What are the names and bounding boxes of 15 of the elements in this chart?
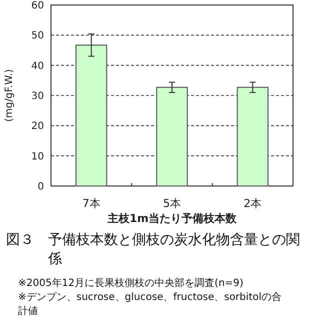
y-axis-title: (mg/gF.W.) (4, 68, 15, 122)
y-tick-label: 20 (31, 121, 44, 132)
y-tick-label: 30 (31, 91, 44, 102)
text: ※デンプン、sucrose、glucose、fructose、sorbitolの合計値 (18, 291, 282, 317)
text: 図３ 予備枝本数と側枝の炭水化物含量との関係 (6, 232, 300, 267)
x-axis-title: 主枝1m当たり予備枝本数 (106, 212, 238, 225)
y-tick-label: 40 (31, 60, 44, 72)
x-tick-label: 2本 (244, 197, 262, 210)
y-tick-label: 50 (31, 30, 44, 42)
x-tick-label: 7本 (82, 197, 100, 210)
x-tick-label: 5本 (163, 197, 181, 210)
text: ※2005年12月に長果枝側枝の中央部を調査(n=9) (18, 277, 244, 289)
y-tick-label: 10 (31, 151, 44, 162)
y-tick-label: 0 (38, 182, 44, 192)
y-tick-label: 60 (31, 0, 44, 12)
